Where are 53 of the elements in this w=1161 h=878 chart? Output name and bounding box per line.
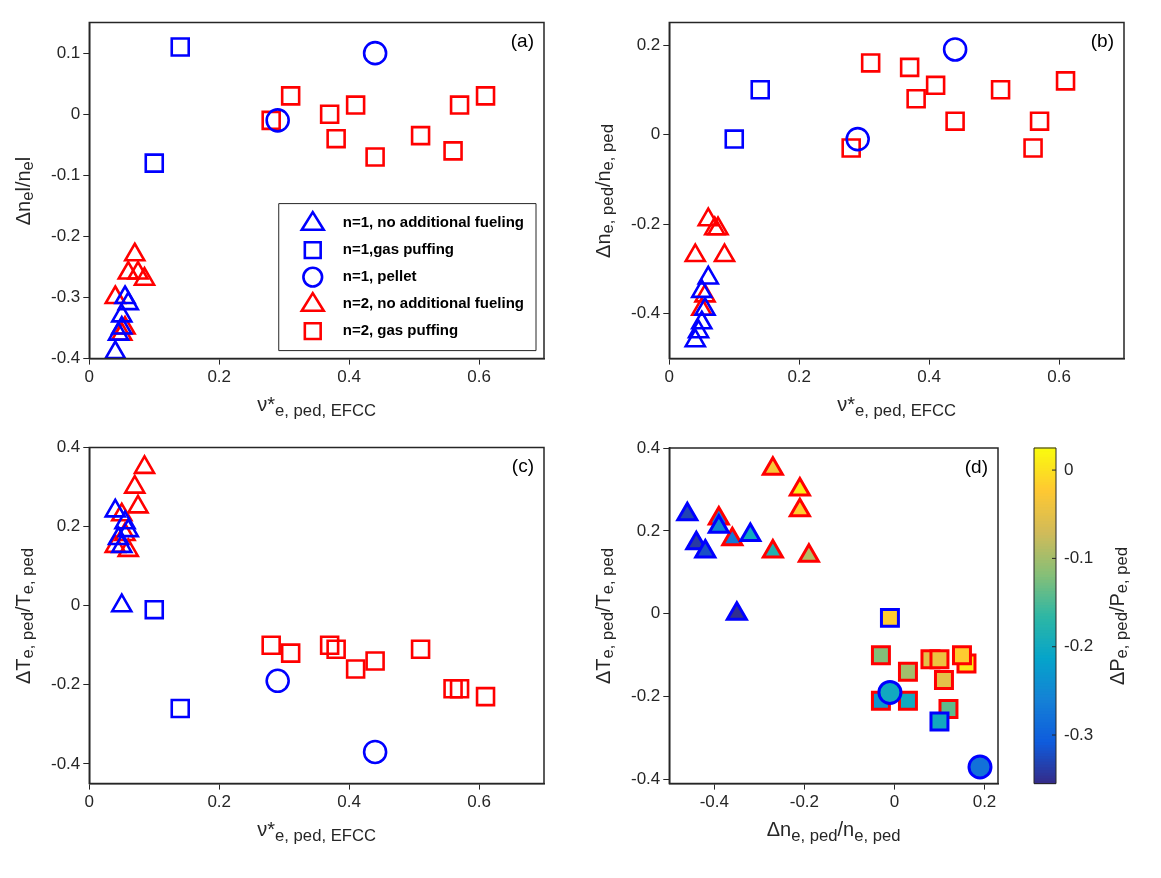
x-tick-label: 0.2 (787, 367, 812, 387)
y-tick-label: -0.2 (631, 213, 661, 233)
x-tick-label: 0.2 (972, 792, 997, 812)
y-tick-label: -0.4 (631, 769, 661, 789)
x-tick-label: 0.2 (207, 367, 232, 387)
x-tick-label: 0 (84, 792, 95, 812)
y-tick-label: 0 (650, 603, 661, 623)
color-bar-label: -0.3 (1064, 724, 1094, 744)
y-tick-label: -0.3 (51, 287, 81, 307)
color-bar-label: -0.2 (1064, 636, 1094, 656)
x-tick-label: 0.6 (467, 367, 491, 387)
x-tick-label: -0.4 (699, 792, 729, 812)
x-axis-title: ν*$_{e, ped, EFCC}$ (837, 392, 956, 421)
y-tick-label: -0.1 (51, 165, 81, 185)
y-tick-label: -0.2 (51, 674, 81, 694)
legend-label: n=2, no additional fueling (342, 294, 525, 312)
y-tick-label: 0.1 (56, 42, 81, 62)
x-tick-label: 0.6 (1047, 367, 1071, 387)
legend-label: n=1, no additional fueling (342, 213, 525, 231)
y-tick-label: -0.4 (631, 303, 661, 323)
x-tick-label: 0 (889, 792, 900, 812)
x-axis-title: ν*$_{e, ped, EFCC}$ (257, 392, 376, 421)
legend-label: n=2, gas puffing (342, 321, 459, 339)
legend-label: n=1, pellet (342, 267, 417, 285)
x-tick-label: 0.4 (337, 792, 361, 812)
y-tick-label: 0.2 (636, 34, 661, 54)
y-tick-label: 0 (650, 124, 661, 144)
y-tick-label: 0.4 (636, 437, 661, 457)
x-tick-label: 0.4 (337, 367, 361, 387)
legend-label: n=1,gas puffing (342, 240, 455, 258)
y-tick-label: 0.2 (56, 516, 81, 536)
annotation: (d) (964, 455, 988, 477)
x-tick-label: 0 (664, 367, 675, 387)
y-tick-label: 0 (70, 103, 81, 123)
y-tick-label: 0.2 (636, 520, 661, 540)
annotation: (b) (1090, 30, 1114, 52)
x-axis-title: Δn$_{e, ped}$/n$_{e, ped}$ (766, 817, 901, 846)
x-tick-label: 0.6 (467, 792, 491, 812)
color-bar-label: 0 (1064, 459, 1074, 479)
y-tick-label: -0.4 (51, 753, 81, 773)
x-tick-label: 0 (84, 367, 95, 387)
y-tick-label: -0.2 (51, 226, 81, 246)
x-tick-label: 0.4 (917, 367, 941, 387)
x-tick-label: 0.2 (207, 792, 232, 812)
annotation: (c) (511, 455, 534, 477)
x-axis-title: ν*$_{e, ped, EFCC}$ (257, 817, 376, 846)
annotation: (a) (510, 30, 534, 52)
y-tick-label: 0 (70, 595, 81, 615)
y-tick-label: -0.4 (51, 348, 81, 368)
x-tick-label: -0.2 (789, 792, 820, 812)
color-bar-label: -0.1 (1064, 548, 1094, 568)
y-tick-label: 0.4 (56, 437, 81, 457)
y-tick-label: -0.2 (631, 686, 661, 706)
